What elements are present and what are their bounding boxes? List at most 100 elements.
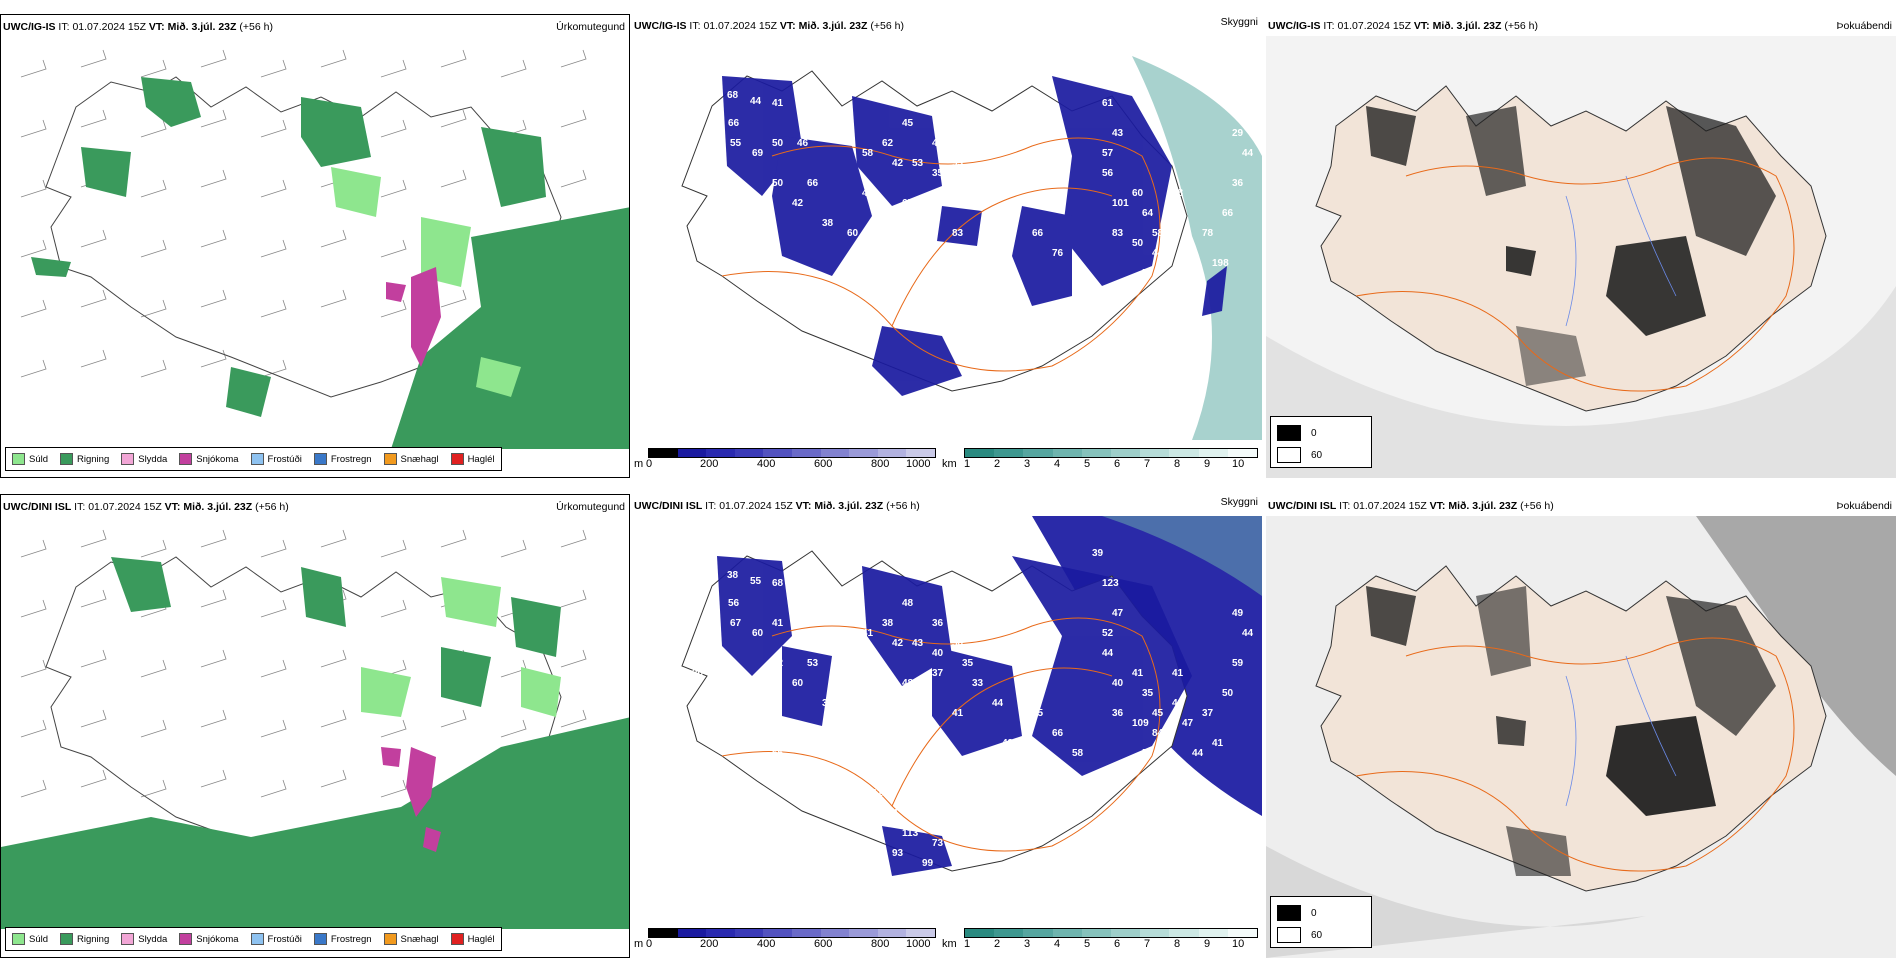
cloud-base-label: 60 — [1062, 778, 1074, 789]
cloud-base-label: 53 — [807, 658, 819, 669]
roads — [1355, 157, 1795, 392]
cloud-base-label: 47 — [1182, 718, 1194, 729]
cloud-base-label: 268 — [702, 688, 719, 699]
cloud-base-label: 78 — [1202, 228, 1214, 239]
panel-header: UWC/DINI ISL IT: 01.07.2024 15Z VT: Mið.… — [1268, 500, 1554, 512]
cloud-base-scale: m 0 200 400 600 800 1000 — [634, 928, 936, 954]
cloud-base-label: 41 — [1172, 668, 1184, 679]
cloud-base-label: 40 — [932, 648, 944, 659]
cloud-base-label: 207 — [802, 758, 819, 769]
cloud-base-label: 48 — [1172, 188, 1184, 199]
cloud-base-label: 56 — [728, 598, 740, 609]
cloud-base-label: 123 — [1102, 578, 1119, 589]
low-cloud-areas — [717, 556, 1192, 876]
cloud-base-label: 54 — [732, 548, 744, 559]
cloud-base-label: 37 — [1202, 708, 1214, 719]
cloud-base-label: 55 — [1032, 708, 1044, 719]
cloud-base-label: 73 — [932, 838, 944, 849]
cloud-base-label: 58 — [1162, 278, 1174, 289]
snow-areas — [381, 747, 441, 852]
cloud-base-label: 84 — [1152, 728, 1164, 739]
cloud-base-label: 41 — [962, 798, 974, 809]
cloud-base-label: 44 — [1242, 628, 1254, 639]
cloud-base-label: 52 — [1102, 628, 1114, 639]
roads — [1355, 637, 1795, 872]
precip-panel-2: UWC/DINI ISL IT: 01.07.2024 15Z VT: Mið.… — [0, 494, 630, 958]
cloud-base-label: 41 — [1172, 698, 1184, 709]
cloud-base-label: 60 — [712, 708, 724, 719]
cloud-base-label: 50 — [1132, 238, 1144, 249]
cloud-base-label: 41 — [772, 98, 784, 109]
cloud-base-label: 29 — [1232, 128, 1244, 139]
cloud-base-label: 38 — [822, 218, 834, 229]
fog-map — [1266, 516, 1896, 958]
cloud-base-label: 50 — [1172, 218, 1184, 229]
cloud-base-label: 42 — [1002, 738, 1014, 749]
roads — [721, 137, 1161, 372]
cloud-base-label: 53 — [912, 158, 924, 169]
drizzle-areas — [361, 577, 561, 717]
cloud-base-label: 44 — [1152, 248, 1164, 259]
cloud-base-label: 32 — [732, 728, 744, 739]
cloud-base-label: 35 — [822, 698, 834, 709]
cloud-base-label: 36 — [932, 618, 944, 629]
cloud-base-label: 43 — [1112, 128, 1124, 139]
cloud-base-label: 57 — [1142, 268, 1154, 279]
cloud-base-label: 66 — [807, 178, 819, 189]
cloud-base-label: 68 — [727, 90, 739, 101]
cloud-base-label: 60 — [1132, 188, 1144, 199]
cloud-base-label: 41 — [1132, 668, 1144, 679]
rivers — [1565, 655, 1677, 807]
cloud-base-label: 39 — [1092, 548, 1104, 559]
fog-legend: 0 60 — [1270, 416, 1372, 468]
cloud-base-label: 33 — [972, 678, 984, 689]
cloud-base-label: 66 — [1052, 728, 1064, 739]
cloud-base-label: 66 — [728, 118, 740, 129]
cloud-base-label: 146 — [862, 768, 879, 779]
cloud-base-label: 61 — [1102, 98, 1114, 109]
fog-dark-areas — [1366, 586, 1776, 876]
rain-areas — [31, 77, 629, 449]
cloud-base-label: 44 — [750, 96, 762, 107]
cloud-base-label: 83 — [1112, 228, 1124, 239]
cloud-base-label: 35 — [962, 658, 974, 669]
cloud-base-label: 75 — [992, 218, 1004, 229]
cloud-base-label: 41 — [862, 628, 874, 639]
cloud-base-label: 99 — [922, 858, 934, 869]
cloud-base-label: 58 — [1062, 298, 1074, 309]
cloud-base-label: 53 — [1192, 268, 1204, 279]
cloud-base-label: 42 — [892, 638, 904, 649]
fog-panel-2: UWC/DINI ISL IT: 01.07.2024 15Z VT: Mið.… — [1266, 494, 1896, 958]
cloud-base-label: 44 — [1242, 148, 1254, 159]
visibility-scale: km 1 2 3 4 5 6 7 8 9 10 — [942, 928, 1260, 954]
fog-map — [1266, 36, 1896, 478]
cloud-base-label: 49 — [1232, 608, 1244, 619]
cloud-base-label: 83 — [952, 228, 964, 239]
panel-header: UWC/IG-IS IT: 01.07.2024 15Z VT: Mið. 3.… — [1268, 20, 1538, 32]
cloud-base-label: 60 — [792, 678, 804, 689]
cloud-base-label: 60 — [752, 628, 764, 639]
cloud-base-label: 35 — [1142, 688, 1154, 699]
cloud-base-label: 43 — [862, 668, 874, 679]
cloud-base-label: 43 — [752, 550, 764, 561]
cloud-base-label: 35 — [932, 168, 944, 179]
cloud-base-label: 44 — [1192, 748, 1204, 759]
visibility-scale: km 1 2 3 4 5 6 7 8 9 10 — [942, 448, 1260, 474]
panel-title: Þokuábendi — [1836, 20, 1892, 32]
cloud-base-label: 50 — [952, 638, 964, 649]
cloud-base-label: 100 — [972, 198, 989, 209]
cloud-base-label: 45 — [1152, 708, 1164, 719]
cloud-base-label: 44 — [1102, 648, 1114, 659]
cloud-base-label: 43 — [912, 638, 924, 649]
panel-header: UWC/IG-IS IT: 01.07.2024 15Z VT: Mið. 3.… — [3, 21, 273, 33]
panel-header: UWC/IG-IS IT: 01.07.2024 15Z VT: Mið. 3.… — [634, 20, 904, 32]
cloud-base-label: 64 — [1142, 208, 1154, 219]
panel-title: Úrkomutegund — [556, 501, 625, 513]
precip-legend: Súld Rigning Slydda Snjókoma Frostúði Fr… — [5, 927, 502, 951]
cloud-base-label: 60 — [847, 228, 859, 239]
cloud-base-label: 55 — [750, 576, 762, 587]
cloud-base-label: 40 — [1112, 678, 1124, 689]
low-cloud-areas — [722, 76, 1227, 396]
